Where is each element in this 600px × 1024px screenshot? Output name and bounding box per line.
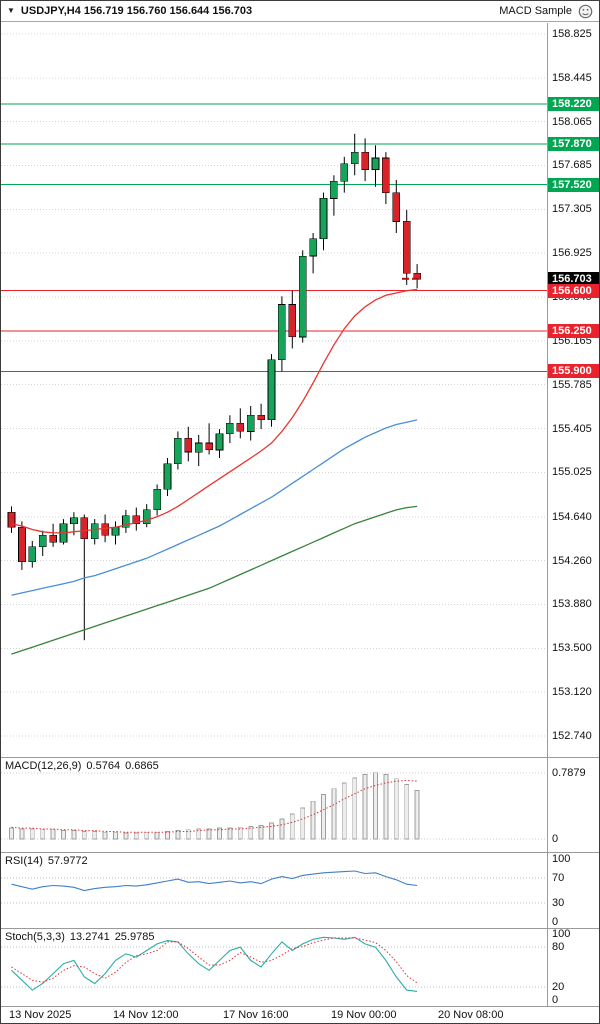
stoch-tick-label: 80 <box>552 941 565 954</box>
stoch-canvas[interactable] <box>1 930 547 1006</box>
stoch-header: Stoch(5,3,3) 13.2741 25.9785 <box>5 931 159 943</box>
macd-value-signal: 0.6865 <box>125 760 159 772</box>
rsi-line <box>11 870 418 892</box>
price-tick-label: 154.640 <box>552 510 592 523</box>
stoch-tick-label: 20 <box>552 980 565 993</box>
rsi-tick-label: 100 <box>552 852 571 865</box>
axis-separator[interactable] <box>547 23 548 1007</box>
panel-separator[interactable] <box>1 928 599 929</box>
price-chart-panel[interactable] <box>1 23 547 757</box>
stoch-d-line <box>11 937 418 984</box>
chart-header: ▼ USDJPY,H4 156.719 156.760 156.644 156.… <box>1 1 599 22</box>
macd-label: MACD(12,26,9) <box>5 760 82 772</box>
panel-separator[interactable] <box>1 757 599 758</box>
level-price-label: 155.900 <box>548 364 599 379</box>
price-tick-label: 156.925 <box>552 247 592 260</box>
rsi-canvas[interactable] <box>1 854 547 928</box>
symbol-ohlc-text: USDJPY,H4 156.719 156.760 156.644 156.70… <box>20 5 253 17</box>
rsi-value-main: 57.9772 <box>47 855 88 867</box>
stoch-panel[interactable]: Stoch(5,3,3) 13.2741 25.9785 <box>1 930 547 1006</box>
panel-separator[interactable] <box>1 1006 599 1007</box>
rsi-tick-label: 30 <box>552 897 565 910</box>
ma-mid-line <box>11 419 418 596</box>
price-tick-label: 154.260 <box>552 554 592 567</box>
current-price-label: 156.703 <box>548 271 599 286</box>
macd-histogram <box>9 772 420 840</box>
price-tick-label: 158.825 <box>552 27 592 40</box>
candles-group <box>7 133 421 641</box>
stoch-tick-label: 0 <box>552 993 559 1006</box>
stoch-axis[interactable]: 100 80 20 0 <box>548 928 599 1006</box>
stoch-label: Stoch(5,3,3) <box>5 931 65 943</box>
rsi-label: RSI(14) <box>5 855 43 867</box>
time-tick-label: 20 Nov 08:00 <box>438 1009 504 1021</box>
price-tick-label: 153.500 <box>552 642 592 655</box>
macd-axis[interactable]: 0.7879 0 <box>548 759 599 852</box>
macd-header: MACD(12,26,9) 0.5764 0.6865 <box>5 760 164 772</box>
time-tick-label: 14 Nov 12:00 <box>113 1009 179 1021</box>
stoch-value-main: 13.2741 <box>69 931 110 943</box>
level-lines <box>1 103 547 372</box>
price-tick-label: 157.685 <box>552 159 592 172</box>
macd-tick-label: 0 <box>552 833 559 845</box>
price-gridlines <box>1 33 547 737</box>
stoch-value-signal: 25.9785 <box>114 931 155 943</box>
expert-smiley-icon[interactable] <box>578 4 593 19</box>
rsi-header: RSI(14) 57.9772 <box>5 855 93 867</box>
price-tick-label: 155.405 <box>552 422 592 435</box>
level-price-label: 158.220 <box>548 96 599 111</box>
level-price-label: 157.870 <box>548 137 599 152</box>
stoch-k-line <box>11 936 418 992</box>
price-tick-label: 158.445 <box>552 71 592 84</box>
panel-separator[interactable] <box>1 852 599 853</box>
macd-tick-label: 0.7879 <box>552 767 586 779</box>
price-tick-label: 152.740 <box>552 730 592 742</box>
rsi-panel[interactable]: RSI(14) 57.9772 <box>1 854 547 928</box>
price-tick-label: 153.120 <box>552 686 592 699</box>
time-tick-label: 13 Nov 2025 <box>9 1009 72 1021</box>
price-tick-label: 155.785 <box>552 378 592 391</box>
price-tick-label: 155.025 <box>552 466 592 479</box>
ma-slow-line <box>11 505 418 655</box>
price-axis[interactable]: 158.825 158.445 158.065 157.685 157.305 156.9… <box>548 23 599 757</box>
stoch-tick-label: 100 <box>552 928 571 941</box>
macd-panel[interactable]: MACD(12,26,9) 0.5764 0.6865 <box>1 759 547 852</box>
ma-fast-line <box>11 288 418 534</box>
time-tick-label: 17 Nov 16:00 <box>223 1009 289 1021</box>
rsi-axis[interactable]: 100 70 30 0 <box>548 852 599 928</box>
rsi-tick-label: 0 <box>552 916 559 928</box>
price-chart-canvas[interactable] <box>1 23 547 757</box>
expert-name-label: MACD Sample <box>499 5 572 17</box>
macd-signal-line <box>11 779 418 833</box>
price-tick-label: 158.065 <box>552 115 592 128</box>
time-tick-label: 19 Nov 00:00 <box>331 1009 397 1021</box>
level-price-label: 156.600 <box>548 283 599 298</box>
level-price-label: 156.250 <box>548 324 599 339</box>
macd-canvas[interactable] <box>1 759 547 852</box>
time-axis[interactable]: 13 Nov 2025 14 Nov 12:00 17 Nov 16:00 19 No… <box>1 1007 547 1023</box>
macd-value-main: 0.5764 <box>86 760 121 772</box>
price-tick-label: 157.305 <box>552 203 592 216</box>
level-price-label: 157.520 <box>548 177 599 192</box>
rsi-tick-label: 70 <box>552 871 565 884</box>
symbol-dropdown-icon[interactable]: ▼ <box>7 6 15 15</box>
price-tick-label: 153.880 <box>552 598 592 611</box>
